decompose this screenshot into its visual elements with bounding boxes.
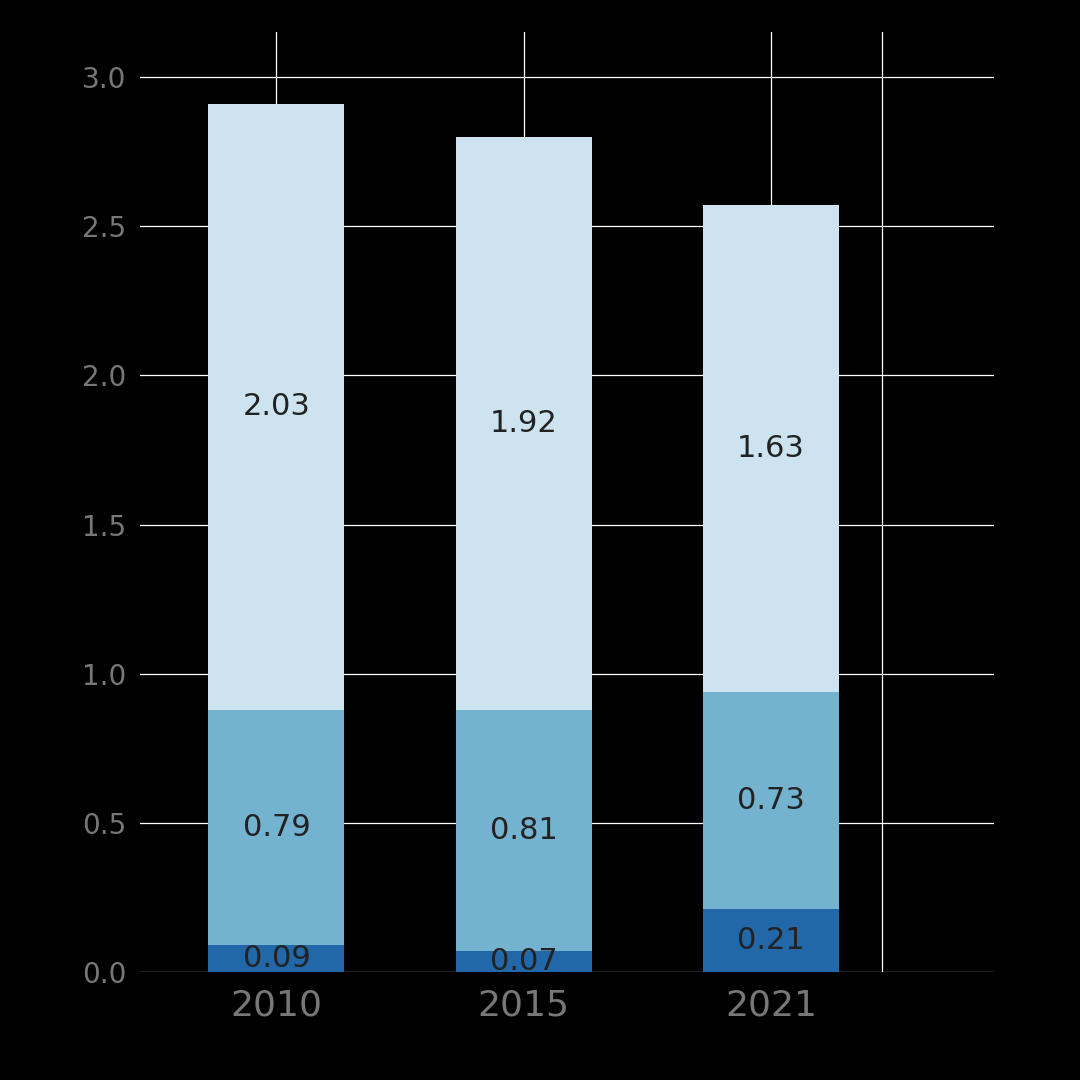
Bar [703,205,839,691]
Bar [208,945,345,972]
Bar [456,710,592,951]
Bar [456,137,592,710]
Bar [208,710,345,945]
Text: 0.07: 0.07 [490,947,557,976]
Text: 0.79: 0.79 [243,813,310,841]
Text: 1.92: 1.92 [490,408,557,437]
Text: 0.09: 0.09 [243,944,310,973]
Text: 0.81: 0.81 [490,815,557,845]
Text: 2.03: 2.03 [243,392,310,421]
Text: 0.21: 0.21 [738,927,805,955]
Text: 1.63: 1.63 [737,434,805,463]
Text: 0.73: 0.73 [737,786,805,815]
Bar [703,909,839,972]
Bar [208,104,345,710]
Bar [703,691,839,909]
Bar [456,951,592,972]
